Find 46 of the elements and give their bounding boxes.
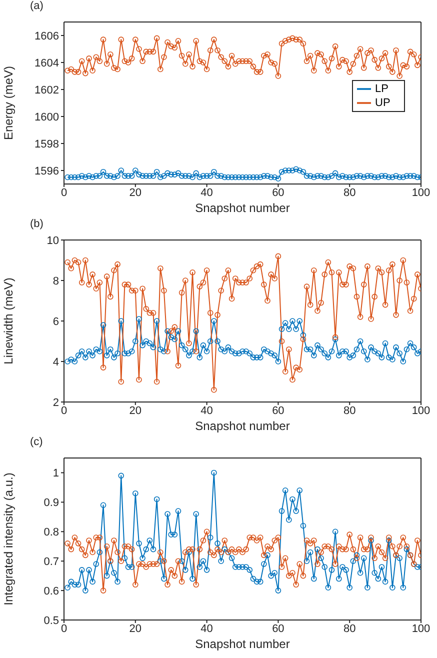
x-axis-title: Snapshot number: [195, 201, 290, 215]
x-tick-label: 0: [60, 404, 68, 417]
y-tick-label: 1606: [34, 30, 59, 42]
x-tick-label: 80: [343, 186, 356, 199]
legend-label: UP: [375, 96, 390, 109]
chart-title: (b): [30, 218, 44, 230]
y-tick-label: 0.6: [44, 585, 59, 598]
x-axis-title: Snapshot number: [195, 637, 290, 651]
chart-title: (c): [30, 436, 43, 448]
y-tick-label: 2: [52, 396, 59, 409]
y-tick-label: 1604: [34, 57, 59, 70]
x-tick-label: 20: [129, 186, 142, 199]
x-tick-label: 0: [60, 622, 68, 635]
y-tick-label: 10: [46, 234, 59, 247]
x-tick-label: 20: [129, 622, 142, 635]
x-tick-label: 0: [60, 186, 68, 199]
y-tick-label: 1598: [34, 138, 59, 150]
x-tick-label: 40: [200, 622, 213, 635]
y-tick-label: 1602: [34, 84, 59, 96]
y-tick-label: 0.8: [44, 526, 59, 539]
y-tick-label: 0.9: [44, 497, 59, 510]
x-tick-label: 100: [412, 186, 430, 199]
x-axis-title: Snapshot number: [195, 419, 290, 433]
y-tick-label: 0.5: [44, 614, 59, 627]
x-tick-label: 100: [412, 622, 430, 635]
x-tick-label: 60: [272, 404, 284, 417]
x-tick-label: 20: [129, 404, 142, 417]
x-tick-label: 60: [272, 622, 284, 635]
y-axis-title: Linewidth (meV): [1, 278, 16, 364]
legend-label: LP: [375, 82, 388, 95]
y-tick-label: 4: [52, 356, 59, 368]
y-tick-label: 1600: [34, 111, 59, 124]
y-tick-label: 6: [52, 316, 59, 328]
y-tick-label: 8: [52, 275, 59, 288]
y-tick-label: 1: [52, 468, 59, 480]
y-tick-label: 0.7: [44, 556, 59, 568]
x-tick-label: 80: [343, 404, 356, 417]
x-tick-label: 40: [200, 186, 213, 199]
x-tick-label: 40: [200, 404, 213, 417]
x-tick-label: 60: [272, 186, 284, 199]
chart-title: (a): [30, 0, 44, 12]
y-axis-title: Integrated intensity (a.u.): [1, 472, 16, 606]
x-tick-label: 100: [412, 404, 430, 417]
x-tick-label: 80: [343, 622, 356, 635]
y-tick-label: 1596: [34, 165, 59, 178]
y-axis-title: Energy (meV): [1, 66, 16, 140]
